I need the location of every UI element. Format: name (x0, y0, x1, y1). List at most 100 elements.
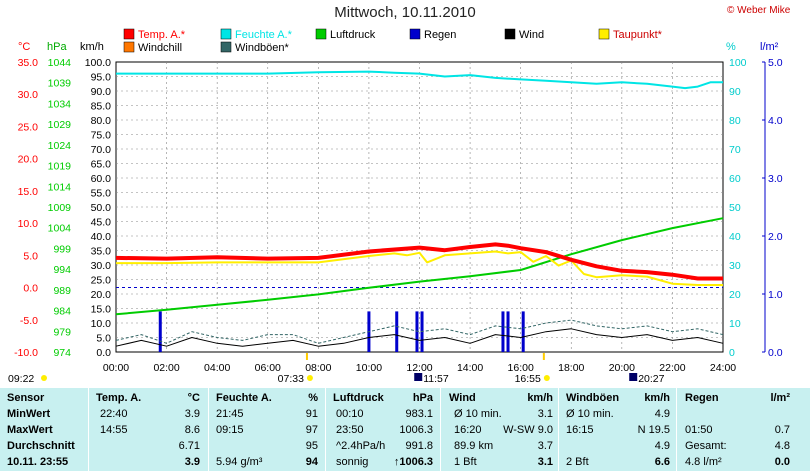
legend-label: Windböen* (235, 42, 290, 54)
statistics-table: Sensor Temp. A. °C Feuchte A.% Luftdruck hPa W… (0, 388, 810, 471)
rain-value: 0.7 (774, 424, 790, 436)
table-divider (676, 388, 677, 471)
rain-bar (506, 311, 510, 352)
moon-icon (629, 373, 638, 381)
rain-tick-label: 4.0 (768, 115, 783, 127)
series-lines (115, 70, 724, 347)
temp-tick-label: 10.0 (18, 218, 39, 230)
temp-value: 8.6 (184, 424, 200, 436)
temp-value: 6.71 (178, 440, 200, 452)
temp-tick-label: -10.0 (14, 347, 38, 359)
temp-time: 22:40 (100, 408, 128, 420)
sun-icon (543, 375, 550, 381)
rain-tick-label: 2.0 (768, 231, 783, 243)
legend-swatch (220, 28, 232, 40)
temp-tick-label: -5.0 (20, 315, 38, 327)
legend-label: Luftdruck (330, 29, 376, 41)
temp-tick-label: 35.0 (18, 57, 39, 69)
gust-value: 4.9 (654, 440, 670, 452)
legend-label: Regen (424, 29, 456, 41)
legend-swatch (123, 41, 135, 53)
row-label: 10.11. 23:55 (7, 456, 69, 468)
sun-icon (41, 375, 47, 381)
pressure-value: ↑1006.3 (393, 456, 433, 468)
legend: Temp. A.* Feuchte A.* Luftdruck Regen Wind Ta… (123, 28, 663, 54)
rain-bar (395, 311, 399, 352)
pressure-tick-label: 1009 (48, 202, 72, 214)
header-pressure-unit: hPa (412, 392, 433, 404)
humidity-tick-label: 100 (729, 57, 747, 69)
rain-tick-label: 1.0 (768, 289, 783, 301)
temp-tick-label: 0.0 (23, 283, 38, 295)
legend-swatch (220, 41, 232, 53)
pressure-unit-label: hPa (47, 41, 67, 53)
rain-info: Gesamt: (685, 440, 727, 452)
pressure-value: 983.1 (405, 408, 433, 420)
series-taupunkt (116, 250, 723, 286)
temp-tick-label: 25.0 (18, 121, 39, 133)
gust-info: Ø 10 min. (566, 408, 614, 420)
temp-value: 3.9 (184, 456, 200, 468)
rain-unit-label: l/m² (760, 41, 779, 53)
series-luftdruck (115, 217, 724, 316)
pressure-tick-label: 1014 (48, 181, 72, 193)
rain-tick-label: 0.0 (768, 347, 783, 359)
wind-value: W-SW 9.0 (503, 424, 553, 436)
wind-tick-label: 90.0 (91, 86, 112, 98)
pressure-tick-label: 1029 (48, 119, 72, 131)
x-tick-label: 10:00 (356, 362, 382, 374)
humidity-tick-label: 80 (729, 115, 741, 127)
wind-tick-label: 30.0 (91, 260, 112, 272)
wind-tick-label: 100.0 (85, 57, 111, 69)
humidity-tick-label: 30 (729, 260, 741, 272)
wind-tick-label: 95.0 (91, 72, 112, 84)
sun-markers: 09:22 07:33 16:55 11:57 20:27 (8, 353, 665, 385)
temp-value: 3.9 (184, 408, 200, 420)
gust-value: N 19.5 (637, 424, 670, 436)
gust-value: 6.6 (654, 456, 670, 468)
pressure-tick-label: 1004 (48, 223, 72, 235)
humidity-unit-label: % (726, 41, 736, 53)
x-tick-label: 16:00 (508, 362, 534, 374)
wind-tick-label: 10.0 (91, 318, 112, 330)
rain-info: 01:50 (685, 424, 713, 436)
pressure-time: ^2.4hPa/h (336, 440, 386, 452)
x-tick-label: 08:00 (305, 362, 331, 374)
x-tick-label: 12:00 (406, 362, 432, 374)
temp-tick-label: 20.0 (18, 154, 39, 166)
x-tick-label: 22:00 (659, 362, 685, 374)
rain-value: 0.0 (774, 456, 790, 468)
rain-bar (501, 311, 505, 352)
pressure-tick-label: 989 (53, 285, 71, 297)
header-rain-unit: l/m² (770, 392, 790, 404)
x-tick-label: 06:00 (255, 362, 281, 374)
legend-label: Taupunkt* (613, 29, 663, 41)
moonset-time-label: 20:27 (638, 373, 664, 385)
pressure-tick-label: 1019 (48, 161, 72, 173)
left-time-label: 09:22 (8, 373, 34, 385)
legend-label: Windchill (138, 42, 182, 54)
legend-swatch (123, 28, 135, 40)
moonrise-time-label: 11:57 (423, 373, 449, 385)
x-tick-label: 14:00 (457, 362, 483, 374)
temp-tick-label: 30.0 (18, 89, 39, 101)
pressure-tick-label: 999 (53, 243, 71, 255)
header-gust-unit: km/h (644, 392, 670, 404)
pressure-tick-label: 1039 (48, 78, 72, 90)
rain-bar (158, 311, 162, 352)
x-tick-label: 04:00 (204, 362, 230, 374)
wind-tick-label: 20.0 (91, 289, 112, 301)
humidity-tick-label: 10 (729, 318, 741, 330)
temp-tick-label: 5.0 (23, 250, 38, 262)
header-sensor: Sensor (7, 392, 45, 404)
legend-label: Temp. A.* (138, 29, 186, 41)
header-wind-unit: km/h (527, 392, 553, 404)
wind-unit-label: km/h (80, 41, 104, 53)
wind-value: 3.1 (537, 408, 553, 420)
gust-info: 2 Bft (566, 456, 589, 468)
legend-swatch (409, 28, 421, 40)
header-humidity-unit: % (308, 392, 318, 404)
rain-tick-label: 3.0 (768, 173, 783, 185)
table-divider (325, 388, 326, 471)
rain-tick-label: 5.0 (768, 57, 783, 69)
